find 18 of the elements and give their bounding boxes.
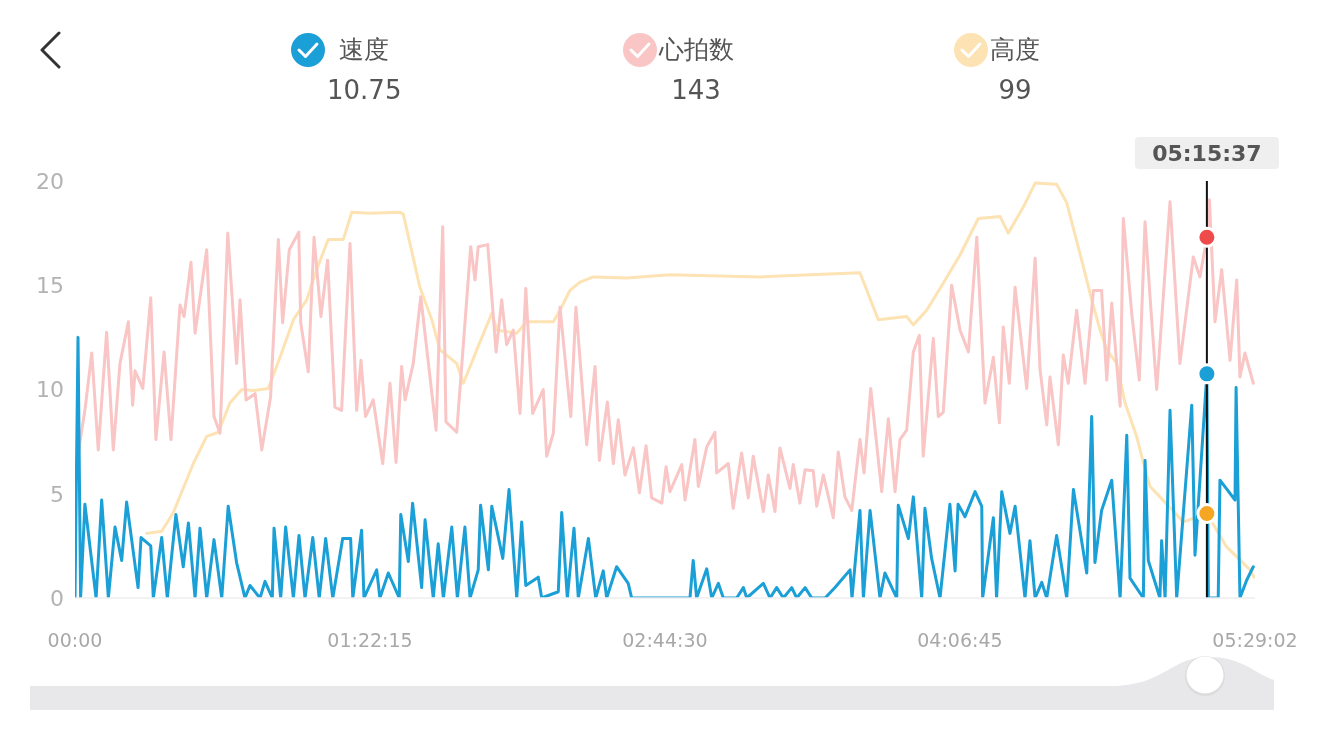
- x-tick-label: 00:00: [47, 629, 103, 652]
- ref-line-label: 05:15:37: [1152, 141, 1262, 166]
- y-tick-label: 15: [36, 273, 64, 299]
- text: 143: [671, 74, 721, 107]
- x-tick-label: 04:06:45: [917, 629, 1003, 652]
- y-tick-label: 0: [50, 585, 64, 611]
- y-tick-label: 10: [36, 377, 64, 403]
- x-tick-label: 01:22:15: [327, 629, 413, 652]
- legend-label: 心拍数: [658, 34, 734, 66]
- legend-label: 高度: [990, 34, 1040, 66]
- y-tick-label: 5: [50, 481, 64, 507]
- x-tick-label: 05:29:02: [1212, 629, 1298, 652]
- legend-label: 速度: [339, 34, 390, 66]
- text: 99: [998, 74, 1032, 107]
- y-tick-label: 20: [36, 168, 64, 194]
- text: 10.75: [327, 74, 402, 107]
- x-tick-label: 02:44:30: [622, 629, 708, 652]
- line-series: [75, 335, 1255, 598]
